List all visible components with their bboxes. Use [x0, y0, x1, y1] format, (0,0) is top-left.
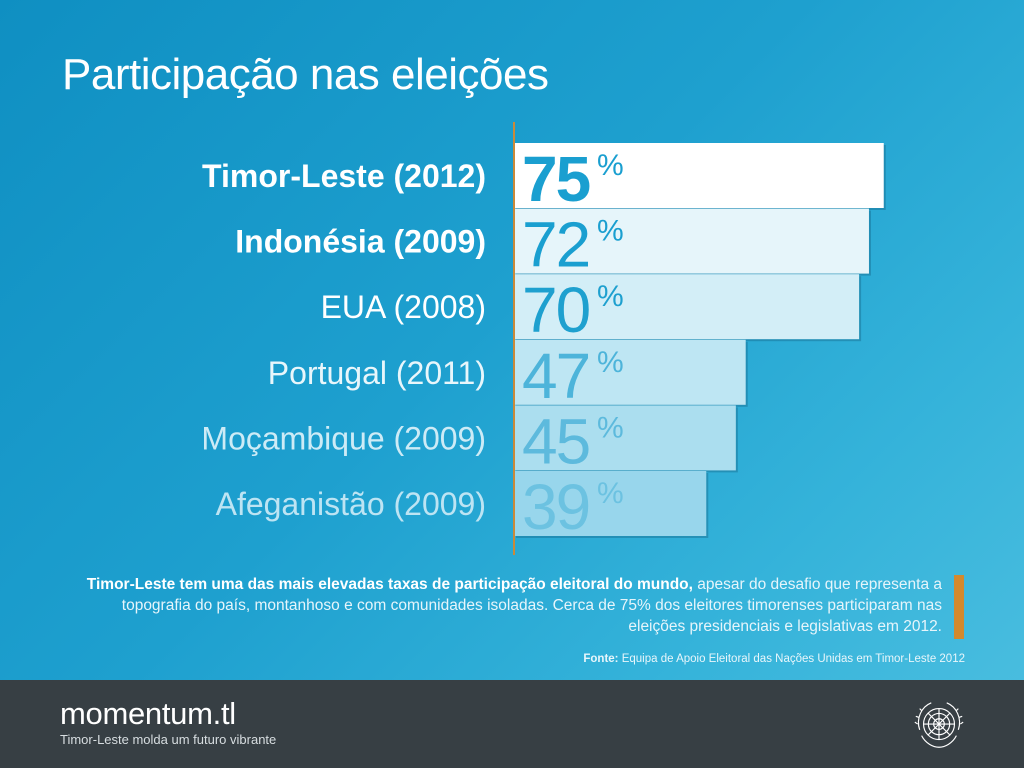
bar	[514, 208, 869, 274]
page-title: Participação nas eleições	[62, 50, 549, 99]
bar	[514, 471, 707, 536]
percent-sign: %	[597, 346, 624, 379]
bar	[514, 339, 746, 405]
brand-name: momentum.tl	[60, 696, 236, 731]
category-label: Timor-Leste (2012)	[202, 158, 486, 194]
value-label: 75	[522, 143, 590, 215]
footer: momentum.tl Timor-Leste molda um futuro …	[0, 680, 1024, 768]
source-text: Equipa de Apoio Eleitoral das Nações Uni…	[618, 653, 965, 665]
percent-sign: %	[597, 280, 624, 313]
value-label: 47	[522, 340, 589, 412]
description-bold: Timor-Leste tem uma das mais elevadas ta…	[86, 576, 693, 593]
category-label: Indonésia (2009)	[235, 224, 486, 260]
value-label: 39	[522, 471, 589, 543]
category-label: Portugal (2011)	[268, 355, 486, 391]
bar	[514, 274, 860, 340]
tagline: Timor-Leste molda um futuro vibrante	[60, 732, 277, 747]
source-label: Fonte:	[583, 653, 619, 665]
accent-bar	[954, 575, 964, 639]
percent-sign: %	[597, 411, 624, 444]
percent-sign: %	[597, 215, 624, 248]
category-label: Moçambique (2009)	[201, 420, 486, 456]
description-text: Timor-Leste tem uma das mais elevadas ta…	[80, 574, 942, 637]
turnout-bar-chart: Timor-Leste (2012) 75 % Indonésia (2009) 72%…	[201, 122, 886, 555]
percent-sign: %	[597, 149, 624, 182]
category-label: EUA (2008)	[321, 289, 486, 325]
value-label: 70	[522, 274, 590, 346]
value-label: 72	[522, 209, 589, 281]
value-label: 45	[522, 405, 589, 477]
bar	[514, 143, 884, 208]
percent-sign: %	[597, 477, 624, 510]
category-label: Afeganistão (2009)	[216, 486, 486, 522]
un-emblem-icon	[914, 702, 964, 748]
description-body: apesar do desafio que representa a topog…	[121, 576, 942, 635]
source-note: Fonte: Equipa de Apoio Eleitoral das Naç…	[300, 653, 965, 665]
bar	[514, 405, 736, 471]
